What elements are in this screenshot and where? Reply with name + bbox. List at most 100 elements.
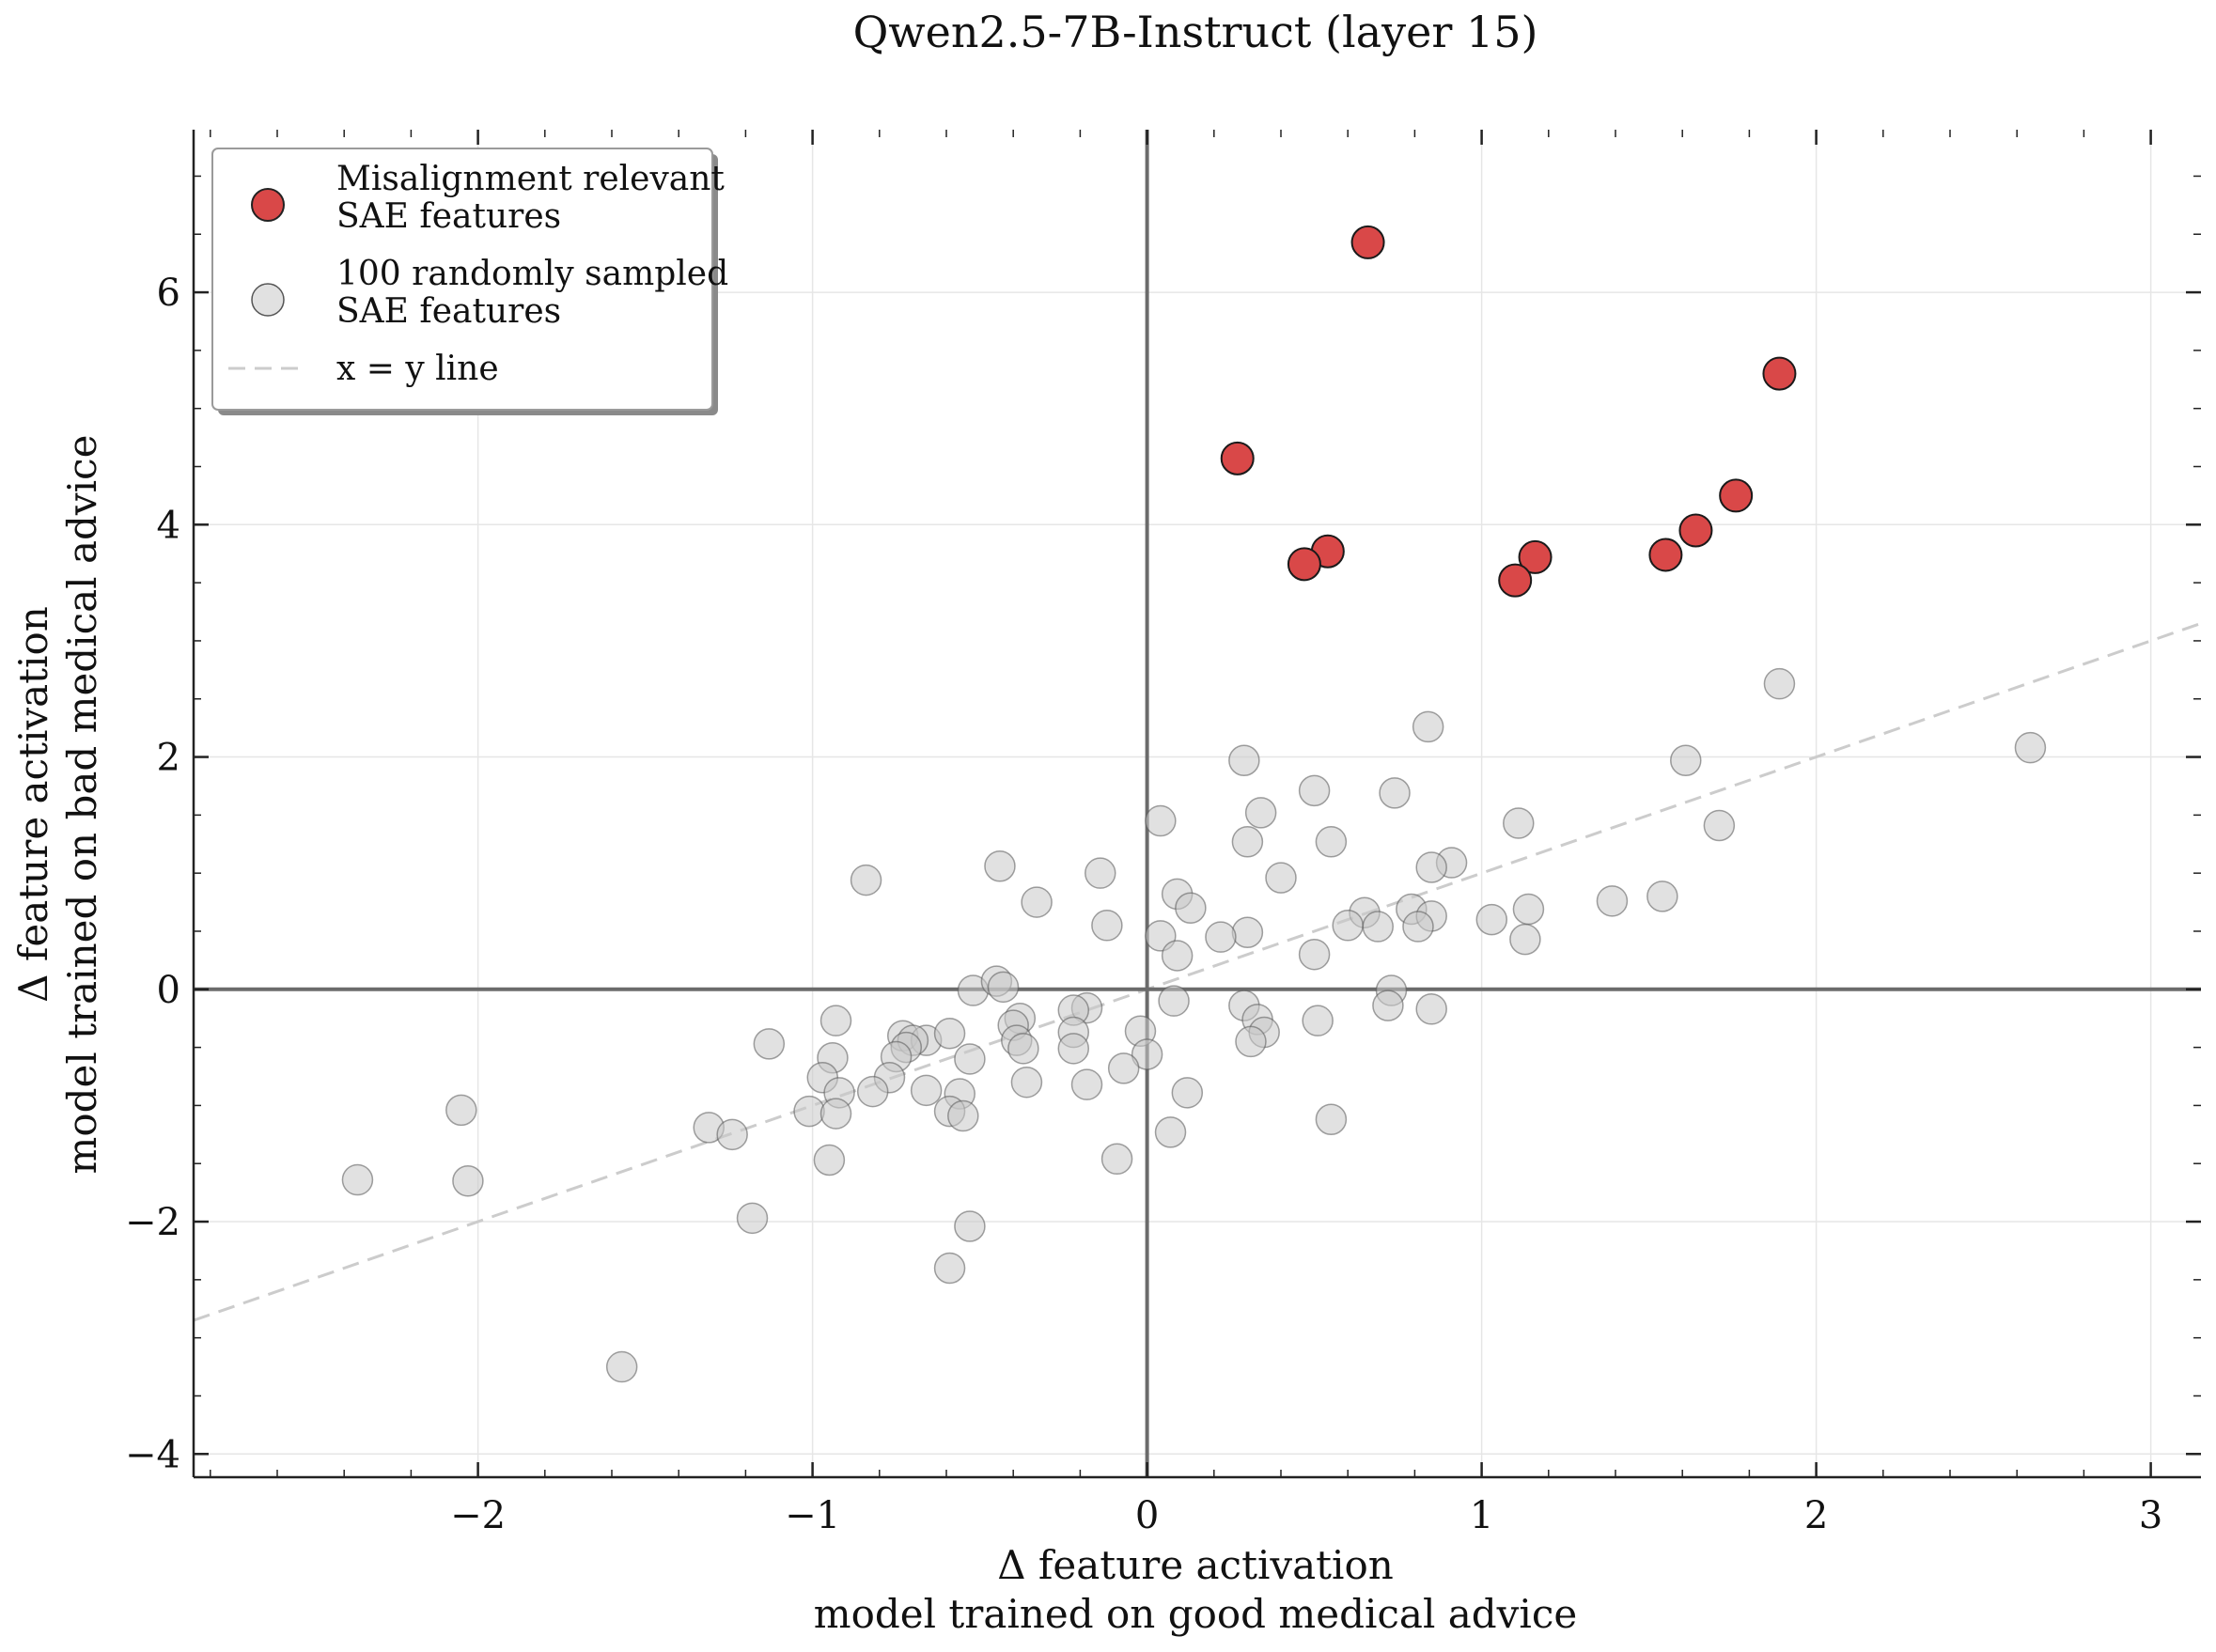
x-ticks: −2 −1 0 1 2 3 (210, 130, 2162, 1537)
random-feature-point (987, 971, 1020, 1004)
random-feature-point (1231, 826, 1264, 858)
random-feature-point (910, 1074, 943, 1107)
random-feature-point (1415, 851, 1447, 883)
random-feature-point (1475, 903, 1508, 936)
random-feature-point (1085, 857, 1116, 889)
x-tick-label: 3 (2139, 1494, 2162, 1537)
y-axis-label-line-1: Δ feature activation (10, 606, 56, 1003)
random-feature-point (1235, 1025, 1267, 1058)
random-feature-point (1302, 1005, 1334, 1036)
random-feature-point (1007, 1033, 1039, 1065)
random-feature-point (813, 1144, 846, 1177)
legend-marker-misalignment (251, 188, 285, 222)
y-axis-label: Δ feature activation model trained on ba… (10, 435, 105, 1175)
x-equals-y-line (194, 621, 2201, 1322)
misalignment-feature-point (1518, 539, 1553, 574)
random-feature-point (1332, 910, 1364, 942)
x-tick-label: −1 (785, 1494, 840, 1537)
random-feature-point (1415, 993, 1447, 1025)
random-feature-point (1646, 881, 1678, 912)
random-feature-point (1145, 804, 1177, 837)
random-feature-point (793, 1095, 825, 1128)
random-feature-point (984, 850, 1016, 882)
legend-label-random-line-1: 100 randomly sampled (336, 255, 728, 293)
y-tick-label: 6 (157, 272, 180, 315)
random-feature-point (819, 1098, 852, 1130)
y-ticks: −4 −2 0 2 4 6 (125, 175, 2201, 1476)
random-feature-point (753, 1028, 786, 1060)
random-feature-point (1231, 916, 1264, 948)
random-feature-point (1763, 667, 1796, 700)
random-feature-point (1154, 1116, 1187, 1148)
random-feature-point (1010, 1066, 1043, 1099)
legend-box (211, 148, 713, 411)
y-tick-label: −4 (125, 1433, 180, 1476)
y-tick-label: 4 (157, 504, 180, 547)
random-feature-point (1057, 1033, 1090, 1065)
x-tick-label: 1 (1470, 1494, 1493, 1537)
random-feature-point (1070, 1068, 1103, 1100)
random-feature-point (1021, 886, 1053, 918)
y-tick-label: −2 (125, 1201, 180, 1244)
random-feature-point (1158, 985, 1190, 1017)
random-feature-point (1703, 809, 1736, 842)
random-feature-point (1512, 893, 1545, 926)
misalignment-features-series (1220, 225, 1797, 598)
y-axis-label-line-2: model trained on bad medical advice (59, 435, 105, 1175)
random-feature-point (1379, 777, 1411, 809)
misalignment-feature-point (1648, 538, 1683, 572)
legend-label-misalignment-line-1: Misalignment relevant (336, 160, 725, 198)
x-tick-label: 2 (1804, 1494, 1828, 1537)
legend-label-random-line-2: SAE features (336, 292, 561, 331)
x-tick-label: −2 (450, 1494, 506, 1537)
random-feature-point (1298, 774, 1331, 807)
random-feature-point (1100, 1143, 1133, 1176)
random-feature-point (819, 1005, 852, 1036)
random-feature-point (850, 864, 882, 896)
plot-area (194, 130, 2201, 1477)
legend-label-misalignment-line-2: SAE features (336, 197, 561, 236)
random-feature-point (933, 1252, 966, 1285)
y-tick-label: 2 (157, 737, 180, 780)
random-feature-point (947, 1099, 979, 1132)
misalignment-feature-point (1762, 356, 1797, 391)
random-feature-point (1205, 921, 1237, 953)
x-axis-label-line-1: Δ feature activation (997, 1542, 1394, 1588)
random-feature-point (341, 1163, 374, 1196)
random-feature-point (452, 1165, 484, 1197)
misalignment-feature-point (1719, 478, 1754, 513)
misalignment-feature-point (1220, 441, 1255, 475)
legend-label-xy-line: x = y line (336, 350, 499, 388)
random-feature-point (1315, 1103, 1348, 1135)
random-feature-point (1228, 744, 1260, 777)
random-feature-point (1171, 1077, 1204, 1109)
random-feature-point (1402, 911, 1434, 943)
random-feature-point (1372, 990, 1404, 1021)
random-feature-point (1131, 1038, 1163, 1070)
random-feature-point (1503, 807, 1535, 839)
random-feature-point (736, 1202, 769, 1235)
random-feature-point (1161, 940, 1194, 972)
random-feature-point (954, 1043, 986, 1075)
legend-marker-random (251, 283, 285, 317)
random-feature-point (1265, 862, 1297, 894)
x-tick-label: 0 (1135, 1494, 1159, 1537)
misalignment-feature-point (1498, 563, 1533, 598)
random-feature-point (1596, 885, 1629, 917)
misalignment-feature-point (1678, 513, 1713, 548)
random-feature-point (1244, 797, 1277, 829)
random-feature-point (1412, 710, 1444, 743)
random-feature-point (1362, 911, 1394, 943)
chart-title: Qwen2.5-7B-Instruct (layer 15) (853, 7, 1538, 57)
x-axis-label: Δ feature activation model trained on go… (814, 1542, 1577, 1637)
y-tick-label: 0 (157, 969, 180, 1012)
random-feature-point (716, 1118, 748, 1151)
random-feature-point (1298, 938, 1331, 971)
misalignment-feature-point (1287, 547, 1321, 582)
random-features-series (341, 667, 2047, 1383)
x-axis-label-line-2: model trained on good medical advice (814, 1591, 1577, 1637)
random-feature-point (933, 1018, 966, 1050)
random-feature-point (605, 1350, 638, 1383)
random-feature-point (1175, 892, 1207, 925)
